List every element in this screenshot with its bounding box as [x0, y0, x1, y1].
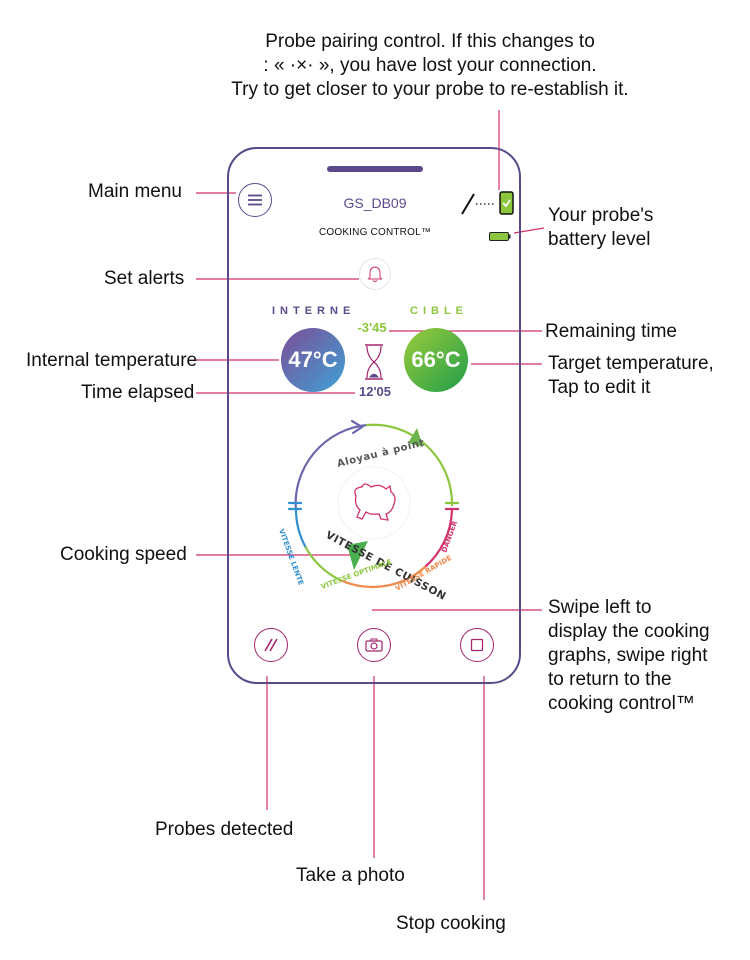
target-temp-value: 66°C: [411, 347, 461, 372]
take-photo-button[interactable]: [357, 628, 391, 662]
main-menu-button[interactable]: [238, 183, 272, 217]
target-marker-icon: [408, 428, 423, 447]
probe-link-icon: [461, 191, 514, 215]
stop-square-icon: [470, 638, 484, 652]
remaining-time: -3'45: [357, 320, 387, 335]
battery-icon: [489, 232, 511, 241]
phone-notch: [327, 166, 423, 172]
label-target: CIBLE: [410, 305, 468, 317]
annotation-battery: Your probe's battery level: [548, 205, 654, 250]
annotation-main-menu: Main menu: [88, 181, 182, 202]
annotation-target-temp: Target temperature, Tap to edit it: [548, 353, 714, 398]
annotation-set-alerts: Set alerts: [104, 268, 185, 289]
dial-arc-danger: [423, 508, 454, 569]
probes-detected-button[interactable]: [254, 628, 288, 662]
dial-arc-optimal-bottom: [303, 544, 342, 582]
internal-temp-display: 47°C: [281, 328, 345, 392]
hamburger-menu-icon: [248, 194, 262, 206]
probe-name: GS_DB09: [343, 195, 407, 211]
probes-icon: [264, 638, 278, 652]
dial-arrow-icon: [350, 419, 365, 435]
leader-lines: [196, 110, 545, 900]
target-temp-button[interactable]: 66°C: [404, 328, 468, 392]
speed-needle-icon: [347, 541, 368, 570]
stop-cooking-button[interactable]: [460, 628, 494, 662]
dial-arc-fast: [338, 565, 427, 589]
dial-arc-slow: [294, 423, 369, 513]
annotation-internal-temp: Internal temperature: [26, 350, 198, 371]
phone-frame: [227, 147, 521, 684]
cooking-dial: [287, 419, 460, 589]
set-alerts-button[interactable]: [359, 258, 391, 290]
internal-temp-value: 47°C: [288, 347, 338, 372]
label-internal: INTERNE: [272, 305, 356, 317]
annotation-cooking-speed: Cooking speed: [60, 544, 187, 565]
annotation-time-elapsed: Time elapsed: [81, 382, 195, 403]
camera-icon: [365, 638, 383, 652]
annotation-stop-cooking: Stop cooking: [396, 913, 506, 934]
mode-title: COOKING CONTROL™: [318, 227, 432, 238]
bell-icon: [367, 266, 383, 282]
annotation-take-photo: Take a photo: [296, 865, 405, 886]
dial-arc-slow-bottom: [294, 509, 307, 548]
annotation-remaining-time: Remaining time: [545, 321, 677, 342]
annotation-swipe: Swipe left to display the cooking graphs…: [548, 597, 710, 714]
battery-level: [489, 229, 511, 247]
beef-icon-circle: [337, 466, 411, 540]
annotation-probes-detected: Probes detected: [155, 819, 294, 840]
annotation-pairing: Probe pairing control. If this changes t…: [231, 31, 629, 100]
beef-icon: [354, 483, 396, 521]
hourglass-icon: [363, 343, 385, 386]
pairing-control[interactable]: [460, 190, 518, 223]
dial-arc-optimal: [365, 423, 454, 507]
elapsed-time: 12'05: [358, 384, 391, 399]
